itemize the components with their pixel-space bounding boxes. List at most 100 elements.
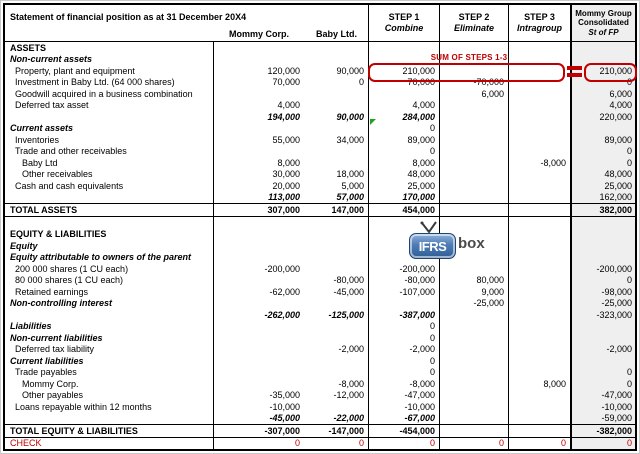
value-cell-s2[interactable]: -25,000	[440, 297, 509, 309]
value-cell-b[interactable]: -80,000	[304, 274, 369, 286]
value-cell-m[interactable]: 30,000	[272, 169, 300, 180]
value-cell-s2[interactable]: -70,000	[440, 76, 509, 89]
value-cell-s2[interactable]	[440, 216, 509, 229]
row-label-cell[interactable]: Investment in Baby Ltd. (64 000 shares)	[5, 76, 214, 89]
value-cell-c[interactable]: 0	[572, 366, 635, 378]
value-cell-b[interactable]: -147,000	[304, 425, 369, 437]
row-label-cell[interactable]	[5, 111, 214, 123]
value-cell-m[interactable]: 70,000	[272, 77, 300, 88]
value-cell-c[interactable]: 220,000	[572, 111, 635, 123]
value-cell-s1[interactable]: 0	[369, 145, 440, 158]
value-cell-s2[interactable]	[440, 320, 509, 332]
value-cell-s2[interactable]: 6,000	[440, 88, 509, 100]
value-cell-b[interactable]	[304, 228, 369, 240]
value-cell-s3[interactable]	[509, 274, 572, 286]
value-cell-s1[interactable]: -67,000	[369, 412, 440, 425]
value-cell-s2[interactable]	[440, 331, 509, 344]
value-cell-s2[interactable]	[440, 400, 509, 413]
value-cell-c[interactable]	[572, 320, 635, 332]
row-label-cell[interactable]: Trade and other receivables	[5, 145, 214, 158]
row-label-cell[interactable]: Inventories	[5, 134, 214, 146]
value-cell-s2[interactable]	[440, 191, 509, 204]
value-cell-m[interactable]	[214, 217, 304, 229]
value-cell-b[interactable]: 5,000	[304, 180, 369, 192]
value-cell-s2[interactable]: 9,000	[440, 285, 509, 298]
value-cell-c[interactable]: -323,000	[572, 308, 635, 321]
value-cell-s3[interactable]	[509, 111, 572, 123]
value-cell-s3[interactable]	[509, 251, 572, 263]
value-cell-b[interactable]: -45,000	[304, 285, 369, 298]
value-cell-c[interactable]	[572, 251, 635, 263]
value-cell-c[interactable]: 0	[572, 157, 635, 169]
value-cell-m[interactable]: -62,000	[269, 286, 300, 297]
value-cell-s2[interactable]: 0	[440, 437, 509, 450]
value-cell-b[interactable]: -2,000	[304, 343, 369, 355]
value-cell-s1[interactable]: 0	[369, 122, 440, 135]
value-cell-b[interactable]: 34,000	[304, 134, 369, 146]
row-label-cell[interactable]: Mommy Corp.	[5, 377, 214, 390]
value-cell-s2[interactable]	[440, 42, 509, 54]
value-cell-s2[interactable]	[440, 262, 509, 275]
value-cell-s2[interactable]	[440, 412, 509, 425]
value-cell-b[interactable]	[304, 320, 369, 332]
value-cell-b[interactable]	[304, 216, 369, 229]
value-cell-s3[interactable]	[509, 168, 572, 181]
row-label-cell[interactable]: Deferred tax asset	[5, 99, 214, 112]
value-cell-s3[interactable]	[509, 204, 572, 216]
value-cell-b[interactable]: 90,000	[304, 111, 369, 123]
value-cell-c[interactable]: 6,000	[572, 88, 635, 100]
value-cell-m[interactable]	[214, 332, 304, 344]
value-cell-s1[interactable]: 454,000	[369, 204, 440, 216]
value-cell-s1[interactable]	[369, 42, 440, 54]
column-header-step2[interactable]: STEP 2 Eliminate	[440, 5, 509, 41]
value-cell-s2[interactable]	[440, 134, 509, 146]
value-cell-s2[interactable]	[440, 389, 509, 401]
value-cell-s1[interactable]: -8,000	[369, 377, 440, 390]
column-header-step1[interactable]: STEP 1 Combine	[369, 5, 440, 41]
value-cell-s3[interactable]	[509, 122, 572, 135]
row-label-cell[interactable]: Baby Ltd	[5, 157, 214, 169]
value-cell-s2[interactable]	[440, 157, 509, 169]
value-cell-s1[interactable]: 0	[369, 331, 440, 344]
value-cell-s3[interactable]	[509, 53, 572, 66]
value-cell-m[interactable]	[214, 146, 304, 158]
value-cell-s2[interactable]	[440, 204, 509, 216]
value-cell-b[interactable]	[304, 122, 369, 135]
value-cell-s1[interactable]: 0	[369, 437, 440, 450]
value-cell-s2[interactable]	[440, 308, 509, 321]
value-cell-s1[interactable]: 89,000	[369, 134, 440, 146]
value-cell-m[interactable]: 55,000	[272, 134, 300, 145]
value-cell-b[interactable]	[304, 400, 369, 413]
row-label-cell[interactable]: Current assets	[5, 122, 214, 135]
value-cell-b[interactable]: 18,000	[304, 168, 369, 181]
value-cell-s3[interactable]	[509, 354, 572, 367]
value-cell-c[interactable]: -25,000	[572, 297, 635, 309]
value-cell-m[interactable]	[214, 251, 304, 263]
value-cell-s1[interactable]: -200,000	[369, 262, 440, 275]
value-cell-m[interactable]: 4,000	[277, 100, 300, 111]
row-label-cell[interactable]: Equity attributable to owners of the par…	[5, 251, 214, 263]
value-cell-s2[interactable]	[440, 343, 509, 355]
value-cell-b[interactable]	[304, 157, 369, 169]
row-label-cell[interactable]: Other payables	[5, 389, 214, 401]
value-cell-b[interactable]: 0	[304, 76, 369, 89]
value-cell-b[interactable]	[304, 354, 369, 367]
value-cell-b[interactable]	[304, 297, 369, 309]
value-cell-c[interactable]	[572, 216, 635, 229]
value-cell-b[interactable]: 57,000	[304, 191, 369, 204]
value-cell-s3[interactable]	[509, 331, 572, 344]
value-cell-m[interactable]: 8,000	[277, 157, 300, 168]
value-cell-c[interactable]	[572, 53, 635, 66]
value-cell-s1[interactable]	[369, 297, 440, 309]
value-cell-s2[interactable]	[440, 111, 509, 123]
value-cell-c[interactable]	[572, 42, 635, 54]
value-cell-s2[interactable]	[440, 99, 509, 112]
value-cell-s1[interactable]: 4,000	[369, 99, 440, 112]
value-cell-s1[interactable]: 0	[369, 320, 440, 332]
value-cell-s2[interactable]	[440, 239, 509, 252]
value-cell-m[interactable]: -307,000	[264, 425, 300, 436]
value-cell-m[interactable]: 113,000	[268, 192, 300, 203]
value-cell-s3[interactable]	[509, 191, 572, 204]
value-cell-s3[interactable]	[509, 297, 572, 309]
row-label-cell[interactable]: Non-current liabilities	[5, 331, 214, 344]
